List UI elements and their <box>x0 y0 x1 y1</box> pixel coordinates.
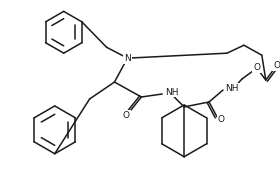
Text: O: O <box>273 61 280 70</box>
Text: O: O <box>253 63 260 72</box>
Text: NH: NH <box>165 88 179 96</box>
Text: O: O <box>218 115 225 124</box>
Text: NH: NH <box>225 84 239 93</box>
Text: O: O <box>123 111 130 120</box>
Text: N: N <box>124 54 131 63</box>
